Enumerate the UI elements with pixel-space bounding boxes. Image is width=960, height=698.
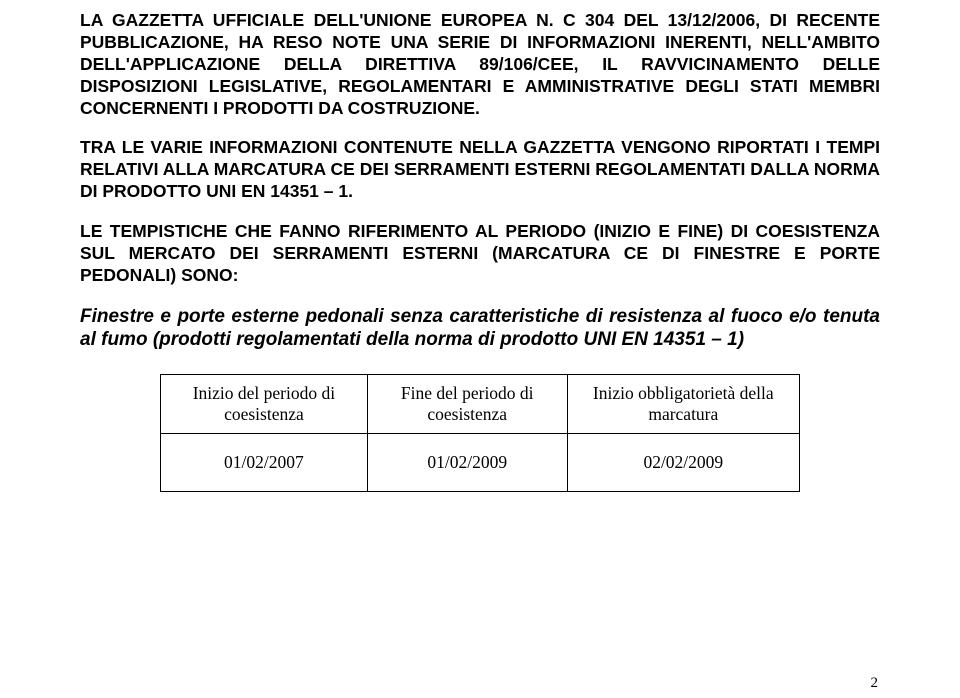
- page-number: 2: [871, 675, 879, 692]
- paragraph-product-desc: Finestre e porte esterne pedonali senza …: [80, 305, 880, 353]
- cell-end-date: 01/02/2009: [367, 434, 567, 492]
- col-header-start: Inizio del periodo di coesistenza: [161, 375, 368, 434]
- table-row: 01/02/2007 01/02/2009 02/02/2009: [161, 434, 800, 492]
- col-header-mandatory: Inizio obbligatorietà della marcatura: [567, 375, 799, 434]
- cell-start-date: 01/02/2007: [161, 434, 368, 492]
- col-header-end: Fine del periodo di coesistenza: [367, 375, 567, 434]
- timeline-table: Inizio del periodo di coesistenza Fine d…: [160, 374, 800, 492]
- document-page: LA GAZZETTA UFFICIALE DELL'UNIONE EUROPE…: [0, 0, 960, 492]
- paragraph-intro: LA GAZZETTA UFFICIALE DELL'UNIONE EUROPE…: [80, 10, 880, 119]
- table-header-row: Inizio del periodo di coesistenza Fine d…: [161, 375, 800, 434]
- paragraph-info: TRA LE VARIE INFORMAZIONI CONTENUTE NELL…: [80, 137, 880, 203]
- paragraph-timelines: LE TEMPISTICHE CHE FANNO RIFERIMENTO AL …: [80, 221, 880, 287]
- cell-mandatory-date: 02/02/2009: [567, 434, 799, 492]
